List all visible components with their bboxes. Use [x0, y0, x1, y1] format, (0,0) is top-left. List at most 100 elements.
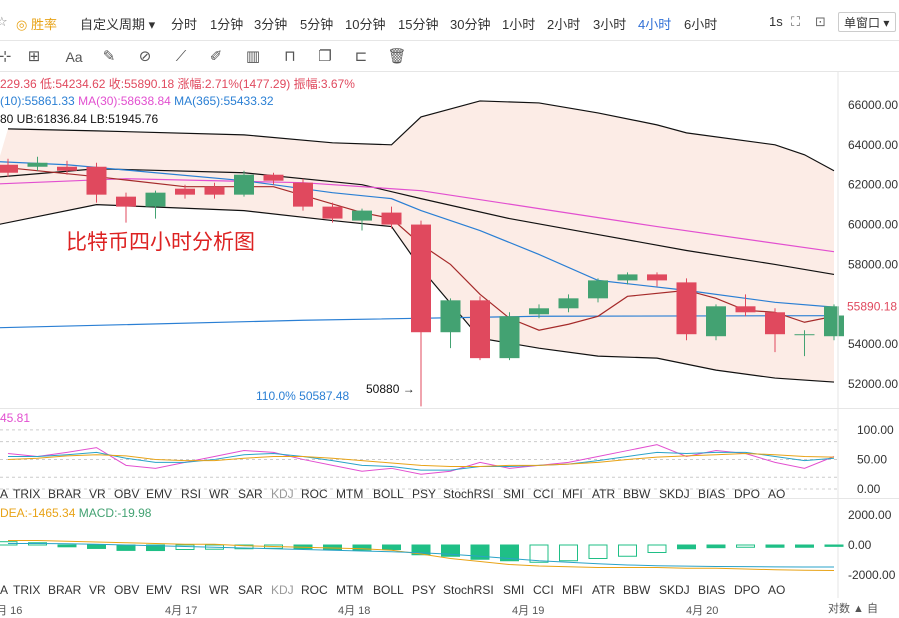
indicator-tab-ao[interactable]: AO [768, 487, 786, 501]
pencil-icon[interactable]: ✐ [209, 48, 223, 65]
lock-icon[interactable]: ⊓ [284, 48, 296, 65]
macd-histogram-bar [234, 544, 254, 550]
footer-controls[interactable]: 对数 ▲ 自 [828, 603, 878, 615]
window-mode-select[interactable]: 单窗口 ▾ [838, 12, 896, 32]
indicator-tab-obv[interactable]: OBV [114, 583, 140, 597]
indicator-tab-rsi[interactable]: RSI [181, 583, 202, 597]
indicator-tab-cci[interactable]: CCI [533, 487, 554, 501]
indicator-tab-obv[interactable]: OBV [114, 487, 140, 501]
indicator-tab-rsi[interactable]: RSI [181, 487, 202, 501]
indicator-tab-cci[interactable]: CCI [533, 583, 554, 597]
indicator-tab-ao[interactable]: AO [768, 583, 786, 597]
indicator-tab-smi[interactable]: SMI [503, 487, 525, 501]
copy-icon[interactable]: ❐ [318, 48, 332, 65]
crosshair-icon[interactable]: ⊹ [0, 48, 12, 65]
macd-axis-tick: 2000.00 [848, 508, 892, 522]
candle-type-icon[interactable]: ▥ [245, 48, 261, 65]
indicator-tab-roc[interactable]: ROC [301, 487, 328, 501]
indicator-tab-wr[interactable]: WR [209, 583, 229, 597]
indicator-tab-bbw[interactable]: BBW [623, 583, 651, 597]
price-axis-tick: 66000.00 [848, 98, 898, 112]
macd-histogram-bar [382, 544, 401, 550]
indicator-tab-trix[interactable]: TRIX [13, 487, 41, 501]
indicator-tab-wr[interactable]: WR [209, 487, 229, 501]
candle-body [263, 174, 284, 181]
amplitude-value: 振幅:3.67% [293, 77, 355, 91]
indicator-tab-trix[interactable]: TRIX [13, 583, 41, 597]
macd-histogram-bar [323, 544, 342, 550]
indicator-tab-psy[interactable]: PSY [412, 487, 437, 501]
period-tab-2[interactable]: 3分钟 [254, 17, 288, 32]
delete-icon[interactable]: 🗑 [387, 48, 407, 65]
indicator-tab-dpo[interactable]: DPO [734, 487, 761, 501]
indicator-tab-skdj[interactable]: SKDJ [659, 487, 690, 501]
indicator-tab-atr[interactable]: ATR [592, 583, 616, 597]
kdj-label: 45.81 [0, 411, 31, 425]
period-tab-0[interactable]: 分时 [171, 17, 198, 32]
indicator-tab-kdj[interactable]: KDJ [271, 487, 294, 501]
indicator-tab-stochrsi[interactable]: StochRSI [443, 487, 494, 501]
indicator-tab-emv[interactable]: EMV [146, 487, 173, 501]
kdj-axis-tick: 100.00 [857, 423, 894, 437]
indicator-tab-atr[interactable]: ATR [592, 487, 616, 501]
indicator-tab-bbw[interactable]: BBW [623, 487, 651, 501]
win-rate-button[interactable]: ◎ 胜率 [16, 17, 57, 32]
indicator-tab-a[interactable]: A [0, 583, 9, 597]
period-tab-3[interactable]: 5分钟 [300, 17, 334, 32]
interval-button[interactable]: 1s [769, 14, 783, 29]
candle-body [293, 182, 313, 207]
indicator-tab-brar[interactable]: BRAR [48, 487, 82, 501]
candle-body [558, 298, 579, 309]
indicator-tab-mtm[interactable]: MTM [336, 583, 364, 597]
ohlc-info: 229.36 低:54234.62 收:55890.18 涨幅:2.71%(14… [0, 75, 355, 92]
indicator-tab-boll[interactable]: BOLL [373, 583, 404, 597]
indicator-tab-smi[interactable]: SMI [503, 583, 525, 597]
period-tab-8[interactable]: 2小时 [547, 17, 581, 32]
macd-histogram-bar [0, 541, 18, 546]
brush-icon[interactable]: ✎ [102, 48, 116, 65]
indicator-tab-vr[interactable]: VR [89, 583, 106, 597]
period-tab-1[interactable]: 1分钟 [210, 17, 244, 32]
period-tab-11[interactable]: 6小时 [684, 17, 718, 32]
shape-icon[interactable]: ⊏ [354, 48, 368, 65]
indicator-tab-mfi[interactable]: MFI [562, 583, 583, 597]
indicator-tab-mfi[interactable]: MFI [562, 487, 583, 501]
candle-body [322, 206, 343, 219]
measure-icon[interactable]: ⟋ [175, 48, 187, 65]
indicator-tab-skdj[interactable]: SKDJ [659, 583, 690, 597]
indicator-tab-brar[interactable]: BRAR [48, 583, 82, 597]
period-tab-9[interactable]: 3小时 [593, 17, 627, 32]
add-indicator-icon[interactable]: ⊞ [27, 48, 41, 65]
indicator-tab-bias[interactable]: BIAS [698, 487, 726, 501]
indicator-tab-roc[interactable]: ROC [301, 583, 328, 597]
custom-period-button[interactable]: 自定义周期 ▾ [80, 17, 156, 32]
date-tick: 4月 18 [338, 605, 371, 617]
period-tab-5[interactable]: 15分钟 [398, 17, 439, 32]
indicator-tab-a[interactable]: A [0, 487, 9, 501]
candle-body [27, 162, 48, 167]
indicator-tab-sar[interactable]: SAR [238, 583, 263, 597]
indicator-tab-sar[interactable]: SAR [238, 487, 263, 501]
indicator-tab-emv[interactable]: EMV [146, 583, 173, 597]
indicator-tab-dpo[interactable]: DPO [734, 583, 761, 597]
period-tab-6[interactable]: 30分钟 [450, 17, 491, 32]
screenshot-icon[interactable]: ⊡ [815, 14, 826, 29]
indicator-tab-vr[interactable]: VR [89, 487, 106, 501]
indicator-tab-psy[interactable]: PSY [412, 583, 437, 597]
period-tab-4[interactable]: 10分钟 [345, 17, 386, 32]
candle-body [381, 212, 402, 225]
text-icon[interactable]: Aa [65, 49, 83, 65]
ruler-icon[interactable]: ⊘ [138, 48, 152, 65]
candle-body [794, 334, 815, 336]
period-tab-10[interactable]: 4小时 [638, 17, 672, 32]
period-tab-7[interactable]: 1小时 [502, 17, 536, 32]
star-icon[interactable]: ☆ [0, 14, 8, 29]
indicator-tab-bias[interactable]: BIAS [698, 583, 726, 597]
indicator-tab-boll[interactable]: BOLL [373, 487, 404, 501]
indicator-tab-kdj[interactable]: KDJ [271, 583, 294, 597]
indicator-tab-mtm[interactable]: MTM [336, 487, 364, 501]
indicator-tab-stochrsi[interactable]: StochRSI [443, 583, 494, 597]
ma10-value: (10):55861.33 [0, 94, 75, 108]
candle-body [647, 274, 667, 281]
fullscreen-icon[interactable]: ⛶ [791, 14, 801, 29]
